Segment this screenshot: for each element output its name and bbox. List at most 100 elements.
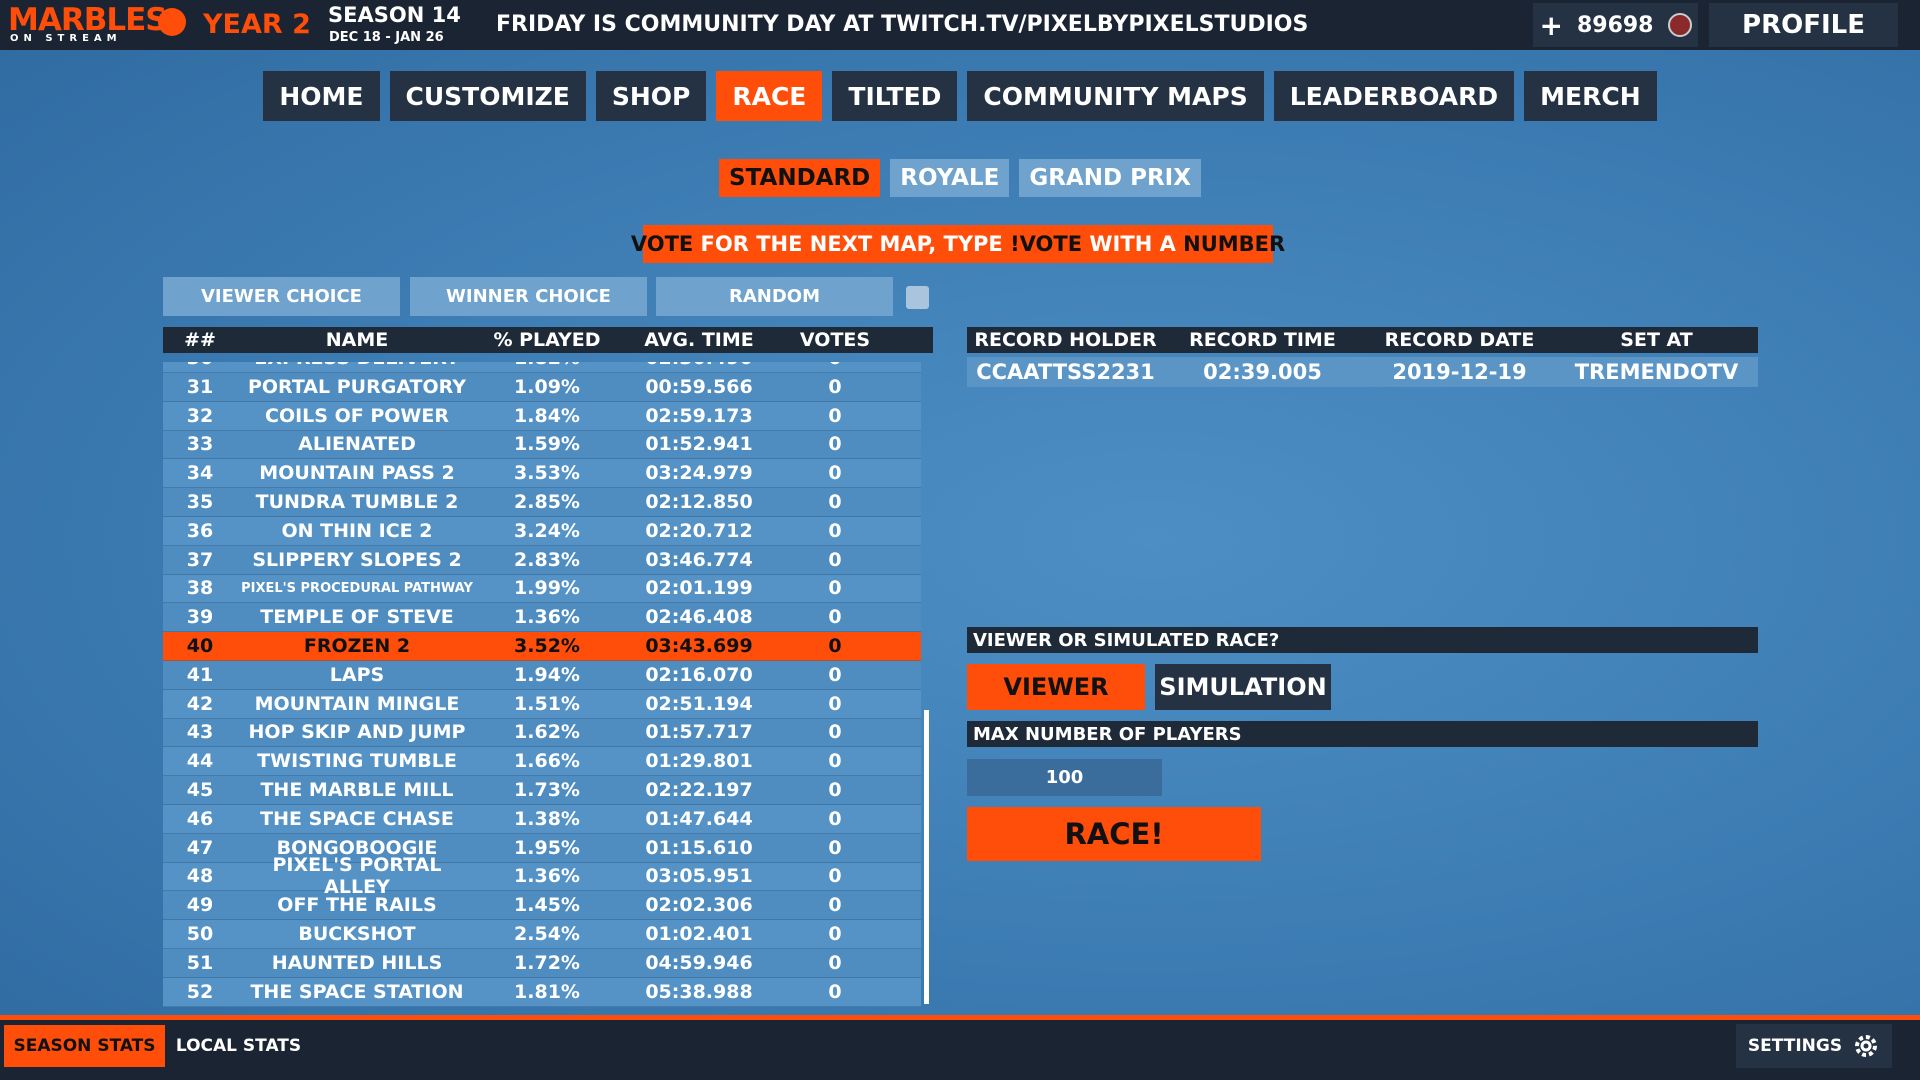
nav-button[interactable]: CUSTOMIZE xyxy=(389,71,586,121)
cell: 0 xyxy=(828,779,842,802)
cell: 0 xyxy=(828,375,842,398)
map-row[interactable]: 42 MOUNTAIN MINGLE 1.51% 02:51.194 0 xyxy=(163,689,921,719)
cell: 0 xyxy=(781,362,889,369)
cell: MOUNTAIN MINGLE xyxy=(254,692,460,715)
cell: 1.62% xyxy=(514,721,580,744)
settings-button[interactable]: SETTINGS xyxy=(1736,1024,1892,1068)
cell: 0 xyxy=(828,519,842,542)
cell: 0 xyxy=(828,577,842,600)
nav-button[interactable]: SHOP xyxy=(595,71,707,121)
map-row[interactable]: 36 ON THIN ICE 2 3.24% 02:20.712 0 xyxy=(163,516,921,546)
map-row[interactable]: 34 MOUNTAIN PASS 2 3.53% 03:24.979 0 xyxy=(163,459,921,489)
cell: 03:46.774 xyxy=(645,548,753,571)
nav-button[interactable]: HOME xyxy=(263,71,380,121)
column-header: % PLAYED xyxy=(493,329,601,351)
cell: THE MARBLE MILL xyxy=(260,779,454,802)
cell: 32 xyxy=(186,404,214,427)
nav-button[interactable]: MERCH xyxy=(1524,71,1657,121)
mode-tab[interactable]: STANDARD xyxy=(719,159,881,197)
cell: BUCKSHOT xyxy=(298,923,416,946)
choice-tab[interactable]: WINNER CHOICE xyxy=(410,277,647,316)
scrollbar[interactable] xyxy=(924,710,929,1004)
coins: 89698 xyxy=(1576,12,1654,38)
max-players-input[interactable]: 100 xyxy=(967,759,1162,796)
nav-button[interactable]: RACE xyxy=(716,71,823,121)
footer-tab[interactable]: LOCAL STATS xyxy=(175,1036,302,1056)
cell: 0 xyxy=(828,980,842,1003)
mode-tab[interactable]: GRAND PRIX xyxy=(1019,159,1201,197)
map-row[interactable]: 37 SLIPPERY SLOPES 2 2.83% 03:46.774 0 xyxy=(163,545,921,575)
map-row[interactable]: 43 HOP SKIP AND JUMP 1.62% 01:57.717 0 xyxy=(163,718,921,748)
cell: 1.99% xyxy=(514,577,580,600)
nav-button[interactable]: LEADERBOARD xyxy=(1273,71,1515,121)
race-type-button[interactable]: VIEWER xyxy=(967,664,1145,710)
map-row[interactable]: 49 OFF THE RAILS 1.45% 02:02.306 0 xyxy=(163,891,921,921)
cell: 3.52% xyxy=(514,635,580,658)
cell: FROZEN 2 xyxy=(303,635,411,658)
cell: 0 xyxy=(828,491,842,514)
cell: 1.73% xyxy=(514,779,580,802)
race-type-button[interactable]: SIMULATION xyxy=(1155,664,1331,710)
settings-label[interactable]: SETTINGS xyxy=(1747,1036,1843,1056)
footer-tab[interactable]: SEASON STATS xyxy=(4,1025,165,1067)
cell: 0 xyxy=(828,951,842,974)
cell: 05:38.988 xyxy=(645,980,753,1003)
top-bar: MARBLES ON STREAM YEAR 2 SEASON 14 DEC 1… xyxy=(0,0,1920,50)
map-row[interactable]: 38 PIXEL'S PROCEDURAL PATHWAY 1.99% 02:01.1… xyxy=(163,574,921,604)
map-row[interactable]: 39 TEMPLE OF STEVE 1.36% 02:46.408 0 xyxy=(163,603,921,633)
coins-box[interactable]: + 89698 xyxy=(1533,3,1698,47)
map-row[interactable]: 40 FROZEN 2 3.52% 03:43.699 0 xyxy=(163,632,921,661)
map-row[interactable]: 30EXPRESS DELIVERY1.82%02:30.4900 xyxy=(163,362,921,373)
season: SEASON 14 xyxy=(328,3,461,27)
map-row[interactable]: 51 HAUNTED HILLS 1.72% 04:59.946 0 xyxy=(163,948,921,978)
logo-sub: ON STREAM xyxy=(10,33,122,44)
race-button[interactable]: RACE! xyxy=(967,807,1261,861)
coin-icon xyxy=(1667,13,1692,37)
cell: 02:16.070 xyxy=(645,663,753,686)
nav-button[interactable]: TILTED xyxy=(832,71,958,121)
choice-tab[interactable]: RANDOM xyxy=(656,277,893,316)
cell: 0 xyxy=(828,750,842,773)
settings-icon[interactable] xyxy=(1852,1032,1880,1060)
cell: 1.82% xyxy=(477,362,617,369)
cell: THE SPACE CHASE xyxy=(260,807,454,830)
cell: 1.95% xyxy=(514,836,580,859)
cell: 45 xyxy=(186,779,214,802)
map-row[interactable]: 44 TWISTING TUMBLE 1.66% 01:29.801 0 xyxy=(163,747,921,777)
cell: 1.94% xyxy=(514,663,580,686)
record-column: RECORD TIME xyxy=(1189,329,1336,351)
map-row[interactable]: 45 THE MARBLE MILL 1.73% 02:22.197 0 xyxy=(163,776,921,805)
cell: 0 xyxy=(828,721,842,744)
plus[interactable]: + xyxy=(1539,8,1563,42)
cell: 01:47.644 xyxy=(645,807,753,830)
cell: 02:30.490 xyxy=(617,362,781,369)
vote-banner: VOTE FOR THE NEXT MAP, TYPE !VOTE WITH A… xyxy=(631,225,1285,263)
map-row[interactable]: 47 BONGOBOOGIE 1.95% 01:15.610 0 xyxy=(163,833,921,863)
mode-tabs: STANDARD ROYALE GRAND PRIX xyxy=(0,159,1920,197)
cell: 37 xyxy=(186,548,214,571)
cell: 0 xyxy=(828,836,842,859)
map-row[interactable]: 41 LAPS 1.94% 02:16.070 0 xyxy=(163,660,921,690)
map-row[interactable]: 31 PORTAL PURGATORY 1.09% 00:59.566 0 xyxy=(163,373,921,402)
cell: 02:46.408 xyxy=(645,606,753,629)
cell: LAPS xyxy=(329,663,385,686)
map-row[interactable]: 35 TUNDRA TUMBLE 2 2.85% 02:12.850 0 xyxy=(163,488,921,517)
cell: TUNDRA TUMBLE 2 xyxy=(255,491,459,514)
cell: 0 xyxy=(828,894,842,917)
checkbox[interactable] xyxy=(906,286,929,309)
record-header: RECORD HOLDER RECORD TIME RECORD DATE SET A… xyxy=(967,327,1758,353)
map-row[interactable]: 50 BUCKSHOT 2.54% 01:02.401 0 xyxy=(163,920,921,949)
map-row[interactable]: 48 PIXEL'S PORTAL ALLEY 1.36% 03:05.951 0 xyxy=(163,854,921,898)
map-row[interactable]: 52 THE SPACE STATION 1.81% 05:38.988 0 xyxy=(163,977,921,1007)
map-row[interactable]: 32 COILS OF POWER 1.84% 02:59.173 0 xyxy=(163,401,921,431)
map-row[interactable]: 33 ALIENATED 1.59% 01:52.941 0 xyxy=(163,430,921,460)
map-row[interactable]: 46 THE SPACE CHASE 1.38% 01:47.644 0 xyxy=(163,804,921,834)
mode-tab[interactable]: ROYALE xyxy=(890,159,1010,197)
nav-button[interactable]: COMMUNITY MAPS xyxy=(967,71,1264,121)
choice-tab[interactable]: VIEWER CHOICE xyxy=(163,277,400,316)
nav: HOME CUSTOMIZE SHOP RACE TILTED COMMUNITY MAP… xyxy=(0,71,1920,121)
logo-marble xyxy=(158,8,186,36)
profile-button[interactable]: PROFILE xyxy=(1709,3,1898,47)
cell: 44 xyxy=(186,750,214,773)
cell: 2.83% xyxy=(514,548,580,571)
